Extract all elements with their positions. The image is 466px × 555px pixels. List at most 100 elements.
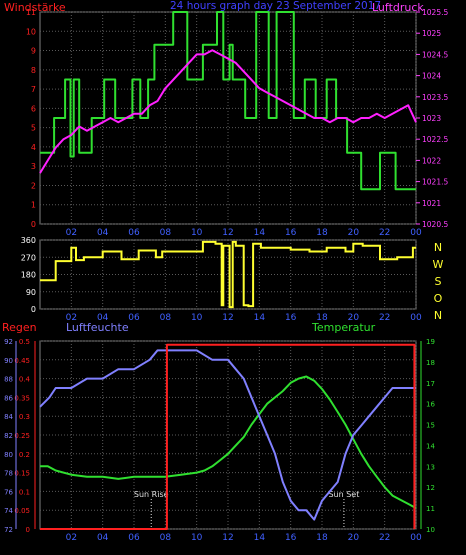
chart-title: 24 hours graph day 23 September 2017: [170, 0, 381, 12]
temperature-tick-label: 11: [426, 505, 435, 513]
humidity-tick-label: 86: [4, 394, 13, 402]
panel2-series: [40, 240, 416, 309]
x-tick-label: 00: [410, 228, 422, 238]
rain-tick-label: 0: [26, 526, 30, 534]
temperature-tick-label: 13: [426, 463, 435, 471]
x-tick-label: 18: [316, 533, 328, 543]
wind-tick-label: 11: [26, 8, 36, 17]
rain-tick-label: 0.4: [19, 376, 31, 384]
temperature-tick-label: 14: [426, 442, 435, 450]
humidity-tick-label: 82: [4, 432, 13, 440]
x-tick-label: 22: [379, 228, 390, 238]
temperature-line: [40, 375, 417, 509]
humidity-axis-label: Luftfeuchte: [66, 321, 129, 334]
pressure-tick-label: 1023.5: [422, 93, 448, 102]
panel3-annotations: Sun Rise Sun Set: [134, 490, 359, 529]
pressure-tick-label: 1020.5: [422, 220, 448, 229]
wind-tick-label: 5: [31, 124, 36, 133]
pressure-tick-label: 1021.5: [422, 178, 448, 187]
panel3-axis-ticks: 0 0.05 0.1 0.15 0.2 0.25 0.3 0.35 0.4 0.45 0.5 72 74…: [4, 338, 435, 534]
wind-tick-label: 3: [31, 162, 36, 171]
rain-tick-label: 0.25: [14, 432, 30, 440]
x-tick-label: 16: [285, 228, 297, 238]
direction-tick-label: 270: [21, 253, 36, 262]
temperature-axis-label: Temperatur: [311, 321, 376, 334]
wind-strength-axis-label: Windstärke: [4, 1, 66, 14]
rain-axis-label: Regen: [2, 321, 37, 334]
pressure-tick-label: 1024.5: [422, 50, 448, 59]
x-tick-label: 14: [254, 228, 266, 238]
x-tick-label: 12: [222, 533, 233, 543]
humidity-tick-label: 74: [4, 507, 13, 515]
humidity-tick-label: 72: [4, 526, 13, 534]
wind-tick-label: 2: [31, 181, 36, 190]
wind-tick-label: 10: [26, 27, 36, 36]
x-tick-label: 06: [128, 533, 140, 543]
direction-tick-label: 180: [21, 271, 36, 280]
humidity-tick-label: 80: [4, 451, 13, 459]
x-tick-label: 14: [254, 533, 266, 543]
rain-tick-label: 0.45: [14, 357, 30, 365]
panel-rain-humidity-temperature: Regen Luftfeuchte Temperatur 0 0.05 0.1 0.1…: [2, 321, 435, 543]
x-tick-label: 04: [97, 228, 109, 238]
x-tick-label: 02: [66, 533, 77, 543]
wind-tick-label: 8: [31, 66, 36, 75]
compass-label: W: [433, 258, 444, 271]
x-tick-label: 06: [128, 313, 140, 323]
direction-tick-label: 0: [31, 305, 36, 314]
direction-tick-label: 90: [26, 288, 36, 297]
humidity-tick-label: 88: [4, 376, 13, 384]
panel1-left-ticks: 0 1 2 3 4 5 6 7 8 9 10 11: [26, 8, 36, 229]
x-tick-label: 00: [410, 533, 422, 543]
x-tick-label: 08: [160, 533, 172, 543]
wind-direction-line: [40, 240, 416, 309]
pressure-tick-label: 1021: [422, 199, 441, 208]
pressure-tick-label: 1025.5: [422, 8, 448, 17]
compass-label: N: [434, 241, 442, 254]
x-tick-label: 06: [128, 228, 140, 238]
panel1-x-ticks: 02 04 06 08 10 12 14 16 18 20 22 00: [66, 228, 422, 238]
pressure-tick-label: 1025: [422, 29, 441, 38]
rain-tick-label: 0.5: [19, 338, 30, 346]
pressure-tick-label: 1022.5: [422, 135, 448, 144]
compass-label: S: [435, 275, 442, 288]
panel-wind-pressure: Windstärke 24 hours graph day 23 Septemb…: [4, 0, 448, 238]
humidity-tick-label: 84: [4, 413, 13, 421]
panel2-x-ticks: 02 04 06 08 10 12 14 16 18 20 22 00: [66, 313, 422, 323]
panel3-x-ticks: 02 04 06 08 10 12 14 16 18 20 22 00: [66, 533, 422, 543]
sun-event-label: Sun Set: [328, 490, 359, 499]
panel1-right-ticks: 1020.5 1021 1021.5 1022 1022.5 1023 1023.5 1024…: [416, 8, 448, 229]
humidity-tick-label: 78: [4, 470, 13, 478]
x-tick-label: 04: [97, 533, 109, 543]
panel2-grid: [40, 239, 417, 310]
rain-tick-label: 0.1: [19, 488, 30, 496]
wind-tick-label: 7: [31, 85, 36, 94]
compass-label: O: [434, 292, 443, 305]
pressure-tick-label: 1024: [422, 72, 441, 81]
x-tick-label: 10: [191, 533, 203, 543]
pressure-axis-label: Luftdruck: [372, 1, 424, 14]
panel1-series: [39, 11, 417, 191]
x-tick-label: 08: [160, 228, 172, 238]
compass-label: N: [434, 309, 442, 322]
x-tick-label: 22: [379, 313, 390, 323]
humidity-tick-label: 92: [4, 338, 13, 346]
rain-tick-label: 0.15: [14, 470, 30, 478]
x-tick-label: 12: [222, 313, 233, 323]
humidity-tick-label: 76: [4, 488, 13, 496]
temperature-tick-label: 15: [426, 422, 435, 430]
panel2-frame: [39, 239, 417, 310]
x-tick-label: 08: [160, 313, 172, 323]
temperature-tick-label: 17: [426, 380, 435, 388]
x-tick-label: 02: [66, 313, 77, 323]
x-tick-label: 18: [316, 228, 328, 238]
humidity-tick-label: 90: [4, 357, 13, 365]
x-tick-label: 20: [348, 533, 360, 543]
pressure-line: [39, 49, 417, 174]
x-tick-label: 04: [97, 313, 109, 323]
rain-tick-label: 0.3: [19, 413, 30, 421]
temperature-tick-label: 10: [426, 526, 435, 534]
x-tick-label: 20: [348, 313, 360, 323]
